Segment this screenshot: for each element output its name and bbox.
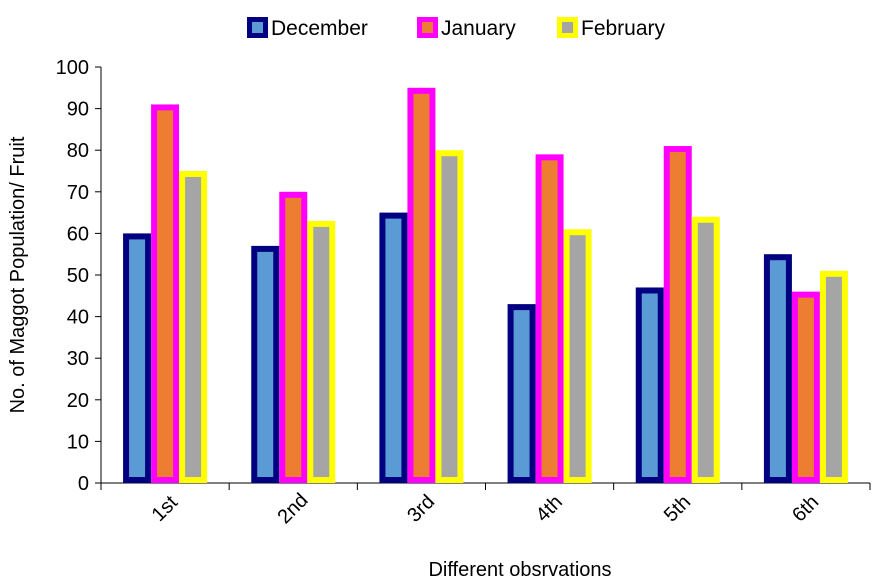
legend: December January February [247,17,666,40]
bar-december-2nd [251,245,280,483]
x-tick-label: 2nd [273,489,312,528]
legend-label-january: January [441,17,516,40]
bar-february-2nd [307,220,336,483]
y-tick-label: 40 [67,307,89,329]
y-tick-label: 50 [67,265,89,287]
bar-january-5th [663,146,692,483]
x-axis-label: Different obsrvations [428,559,611,581]
bar-december-1st [123,233,152,483]
bar-february-3rd [435,150,464,483]
y-axis: 0 10 20 30 40 50 60 70 80 90 100 [56,57,102,495]
y-tick-label: 10 [67,431,89,453]
legend-label-december: December [271,17,368,40]
bar-february-1st [179,171,208,483]
x-tick-label: 4th [532,491,567,526]
bar-january-6th [791,291,820,484]
bar-january-4th [535,154,564,484]
y-tick-label: 100 [56,57,89,79]
y-tick-label: 60 [67,223,89,245]
y-tick-label: 0 [78,473,89,495]
y-tick-label: 30 [67,348,89,370]
bar-december-3rd [379,212,408,483]
bars [123,87,848,484]
x-tick-label: 1st [148,491,183,526]
legend-swatch-january [417,17,438,38]
bar-february-4th [563,229,592,483]
bar-january-1st [151,104,180,483]
x-tick-label: 3rd [403,491,439,527]
x-tick-label: 6th [788,491,823,526]
bar-february-6th [819,270,848,483]
bar-january-3rd [407,87,436,484]
legend-label-february: February [581,17,666,40]
x-tick-label: 5th [660,491,695,526]
legend-swatch-february [557,17,578,38]
y-tick-label: 90 [67,99,89,121]
x-axis: 1st 2nd 3rd 4th 5th 6th [100,482,871,528]
bar-february-5th [691,216,720,483]
bar-december-5th [635,287,664,484]
y-tick-label: 80 [67,140,89,162]
y-tick-label: 20 [67,390,89,412]
y-tick-label: 70 [67,182,89,204]
bar-january-2nd [279,191,308,484]
legend-swatch-december [247,17,268,38]
y-axis-label: No. of Maggot Population/ Fruit [7,136,29,413]
bar-december-4th [507,304,536,483]
bar-december-6th [763,254,792,484]
